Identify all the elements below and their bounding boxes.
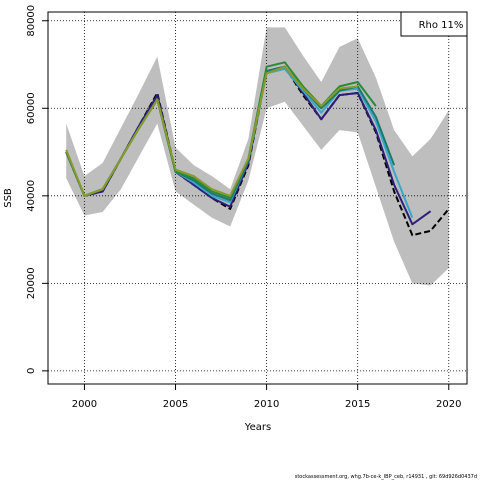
grid-layer: [48, 12, 467, 384]
x-tick-label: 2000: [72, 399, 97, 410]
x-tick-label: 2005: [163, 399, 188, 410]
legend-text: Rho 11%: [419, 20, 464, 31]
y-axis-title: SSB: [3, 188, 14, 208]
axis-layer: 2000 2005 2010 2015 2020 0 20000 40000 60000 8000…: [26, 5, 462, 410]
confidence-band: [66, 27, 449, 286]
series-line-6: [65, 65, 358, 197]
series-layer: [65, 61, 450, 237]
legend-box: [400, 11, 468, 37]
y-tick-label: 60000: [26, 92, 37, 124]
x-tick-label: 2020: [436, 399, 461, 410]
x-axis-title: Years: [244, 422, 271, 433]
confidence-band-layer: [66, 27, 449, 286]
legend: Rho 11%: [400, 11, 468, 37]
footer-text: stockassessment.org, whg.7b-ce-k_IBP_ceb…: [295, 474, 477, 480]
x-tick-label: 2015: [345, 399, 370, 410]
y-tick-label: 20000: [26, 267, 37, 299]
plot-frame: [47, 11, 468, 385]
y-tick-label: 0: [26, 368, 37, 374]
x-tick-label: 2010: [254, 399, 279, 410]
y-tick-label: 80000: [26, 5, 37, 37]
y-tick-label: 40000: [26, 180, 37, 212]
